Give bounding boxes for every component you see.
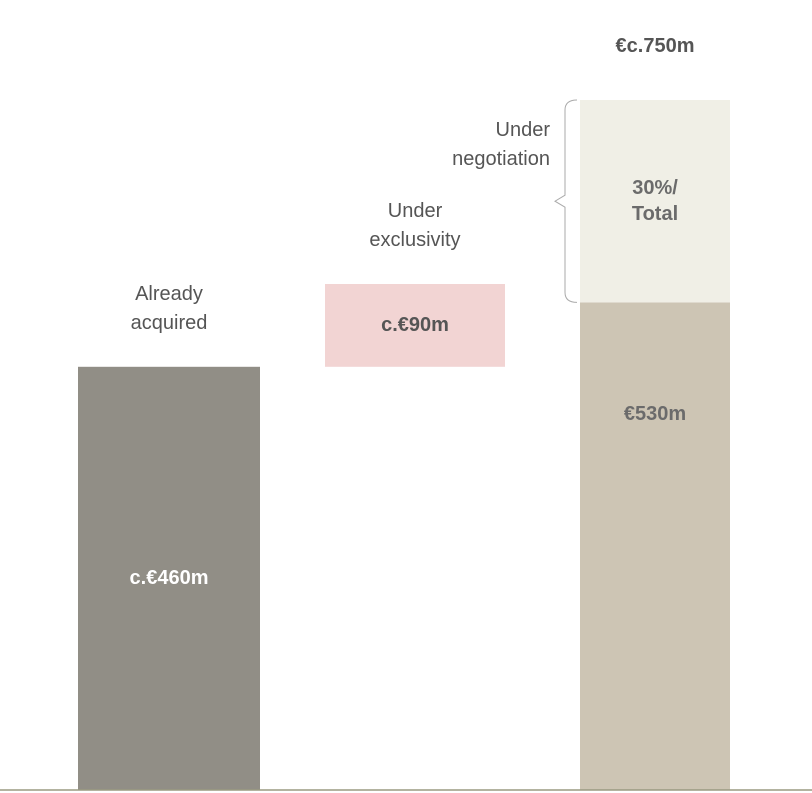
bar-segment bbox=[580, 100, 730, 303]
total-label: €c.750m bbox=[615, 35, 695, 57]
value-label: 30%/ Total bbox=[631, 177, 679, 226]
category-label: Under negotiation bbox=[452, 119, 550, 170]
bar-segment bbox=[325, 284, 505, 367]
value-label: c.€90m bbox=[381, 314, 449, 337]
bar-segment bbox=[78, 366, 260, 790]
bracket bbox=[554, 99, 578, 303]
value-label: €530m bbox=[623, 403, 687, 426]
category-label: Already acquired bbox=[130, 282, 208, 334]
bar-segment bbox=[580, 302, 730, 790]
value-label: c.€460m bbox=[129, 567, 209, 590]
category-label: Under exclusivity bbox=[369, 200, 461, 251]
